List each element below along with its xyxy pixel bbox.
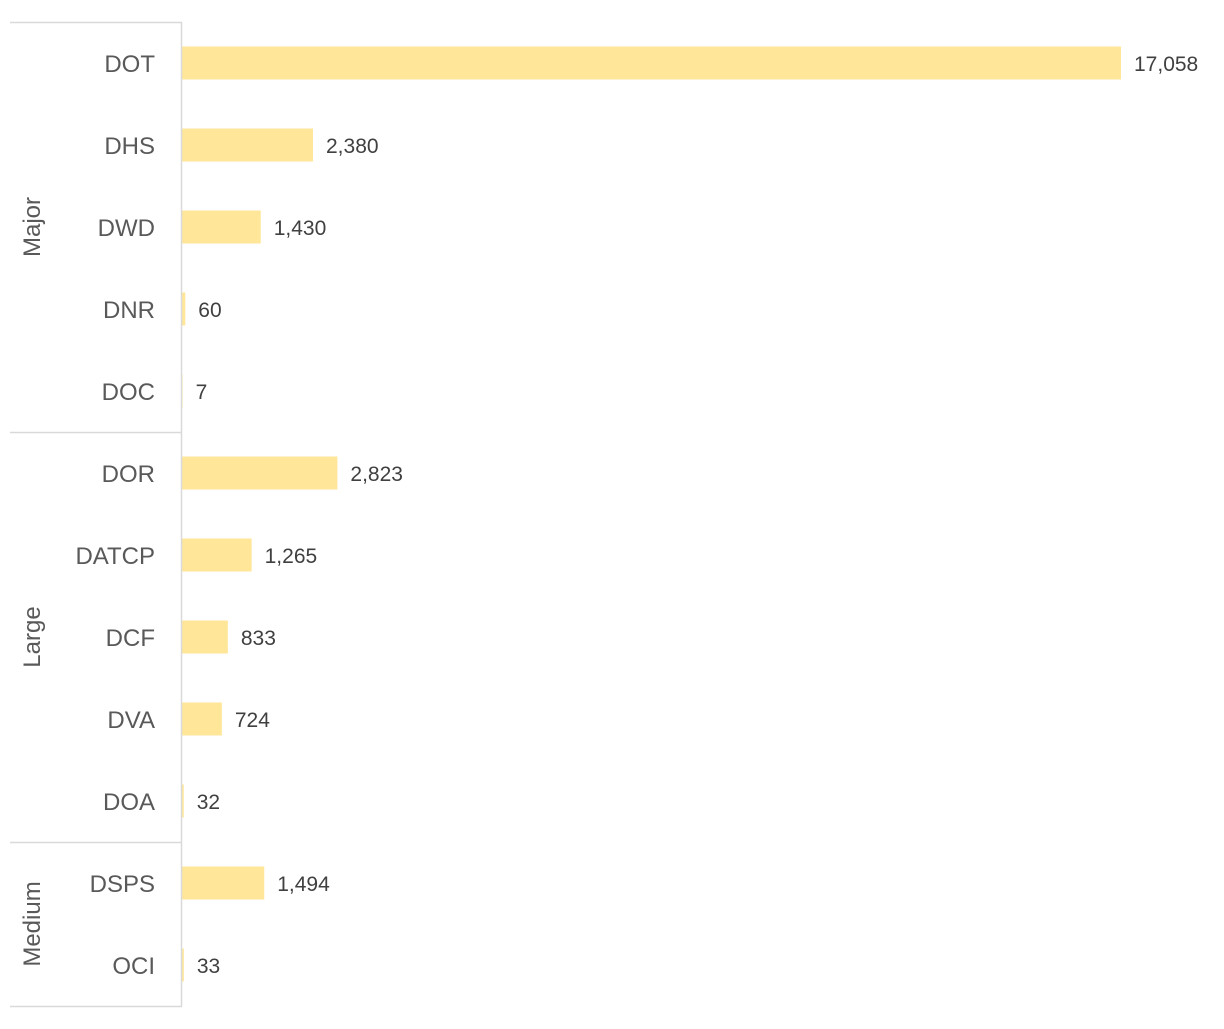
- category-label: DOT: [104, 51, 155, 78]
- data-label: 833: [241, 627, 276, 650]
- bar-dwd: [182, 210, 261, 244]
- bar-dva: [182, 702, 222, 736]
- data-label: 1,265: [265, 545, 318, 568]
- group-dividers: [10, 21, 182, 1008]
- data-label: 17,058: [1134, 53, 1198, 76]
- bar-oci: [182, 948, 184, 982]
- bar-dot: [182, 46, 1121, 80]
- bar-dnr: [182, 292, 186, 326]
- group-label-medium: Medium: [19, 881, 46, 966]
- bar-dhs: [182, 128, 314, 162]
- category-label: DOR: [102, 461, 155, 488]
- category-label: OCI: [112, 953, 155, 980]
- category-label: DCF: [106, 625, 155, 652]
- group-label-major: Major: [19, 197, 46, 257]
- data-label: 2,823: [350, 463, 403, 486]
- bar-datcp: [182, 538, 252, 572]
- data-label: 1,430: [274, 217, 327, 240]
- data-label: 1,494: [277, 873, 330, 896]
- data-label: 2,380: [326, 135, 379, 158]
- bars: [182, 46, 1121, 982]
- bar-dor: [182, 456, 338, 490]
- data-label: 32: [197, 791, 220, 814]
- category-label: DOC: [102, 379, 155, 406]
- category-label: DNR: [103, 297, 155, 324]
- bar-doa: [182, 784, 184, 818]
- category-label: DOA: [103, 789, 155, 816]
- data-label: 724: [235, 709, 270, 732]
- data-label: 7: [196, 381, 208, 404]
- category-label: DSPS: [90, 871, 155, 898]
- data-labels: 17,058 2,380 1,430 60 7 2,823 1,265 833 724 32 1,4…: [196, 53, 1199, 978]
- category-label: DHS: [104, 133, 155, 160]
- group-label-large: Large: [19, 606, 46, 667]
- bar-dcf: [182, 620, 228, 654]
- group-labels: Major Large Medium: [19, 197, 46, 967]
- data-label: 60: [198, 299, 221, 322]
- category-labels: DOT DHS DWD DNR DOC DOR DATCP DCF DVA DOA DSPS OCI: [75, 51, 155, 980]
- bar-dsps: [182, 866, 265, 900]
- bar-doc: [182, 374, 183, 408]
- data-label: 33: [197, 955, 220, 978]
- category-label: DWD: [98, 215, 155, 242]
- category-label: DATCP: [75, 543, 155, 570]
- category-label: DVA: [107, 707, 155, 734]
